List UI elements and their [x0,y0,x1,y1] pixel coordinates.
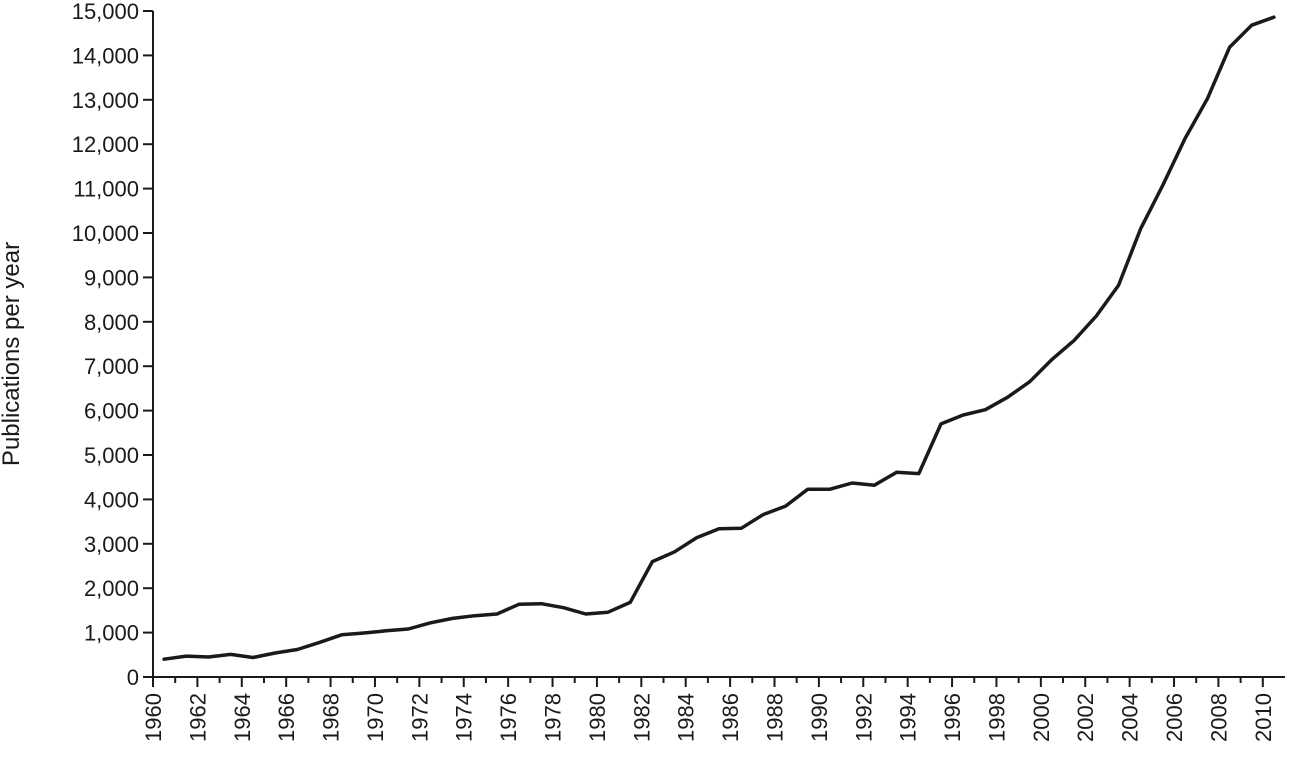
x-tick-label: 1988 [762,693,787,742]
y-tick-label: 13,000 [72,88,139,113]
y-tick-label: 1,000 [84,621,139,646]
x-tick-label: 1978 [541,693,566,742]
x-tick-label: 1992 [851,693,876,742]
y-axis-ticks: 0 1,000 2,000 3,000 4,000 5,000 6,000 7,000 8,00… [72,0,153,690]
y-tick-label: 2,000 [84,576,139,601]
x-tick-label: 1976 [496,693,521,742]
x-tick-label: 2000 [1029,693,1054,742]
x-tick-label: 1962 [185,693,210,742]
y-tick-label: 15,000 [72,0,139,24]
x-axis-ticks: 1960 1962 1964 1966 1968 1970 1972 1974 1976 1978… [141,677,1276,742]
x-tick-label: 1974 [452,693,477,742]
y-tick-label: 8,000 [84,310,139,335]
x-tick-label: 2008 [1206,693,1231,742]
y-tick-label: 6,000 [84,399,139,424]
x-tick-label: 2004 [1118,693,1143,742]
x-tick-label: 1984 [674,693,699,742]
x-tick-label: 1970 [363,693,388,742]
x-tick-label: 2006 [1162,693,1187,742]
y-tick-label: 11,000 [73,177,139,202]
y-tick-label: 9,000 [84,265,139,290]
x-tick-label: 1980 [585,693,610,742]
x-tick-label: 1996 [940,693,965,742]
x-tick-label: 1986 [718,693,743,742]
y-tick-label: 7,000 [84,354,139,379]
y-tick-label: 14,000 [72,43,139,68]
x-tick-label: 1964 [230,693,255,742]
x-tick-label: 1960 [141,693,166,742]
x-tick-label: 1998 [984,693,1009,742]
y-tick-label: 3,000 [84,532,139,557]
x-tick-label: 1982 [629,693,654,742]
x-tick-label: 1972 [407,693,432,742]
publications-series-line [162,15,1276,661]
x-tick-label: 1994 [896,693,921,742]
y-tick-label: 5,000 [84,443,139,468]
x-tick-label: 2010 [1251,693,1276,742]
y-tick-label: 0 [127,665,139,690]
x-tick-label: 1968 [319,693,344,742]
x-tick-label: 1966 [274,693,299,742]
x-tick-label: 1990 [807,693,832,742]
y-axis-title: Publications per year [0,242,25,466]
y-tick-label: 10,000 [72,221,139,246]
x-tick-label: 2002 [1073,693,1098,742]
y-tick-label: 12,000 [72,132,139,157]
y-tick-label: 4,000 [84,487,139,512]
